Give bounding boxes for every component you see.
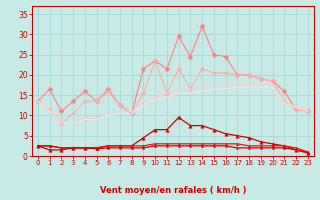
X-axis label: Vent moyen/en rafales ( km/h ): Vent moyen/en rafales ( km/h ) [100,186,246,195]
